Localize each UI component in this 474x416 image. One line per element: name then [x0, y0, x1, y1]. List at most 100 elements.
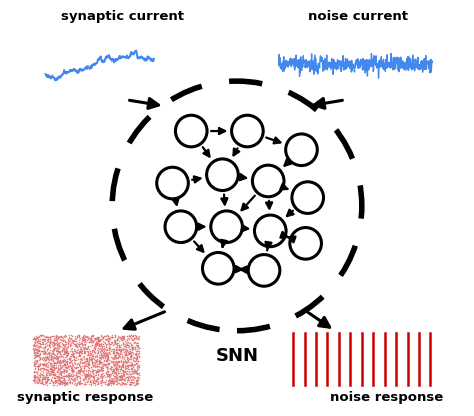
Point: [66, 356, 73, 362]
Point: [48, 333, 55, 340]
Point: [108, 348, 115, 355]
Point: [47, 361, 55, 367]
Point: [62, 367, 69, 374]
Point: [94, 372, 102, 379]
Point: [97, 354, 105, 360]
Point: [59, 345, 67, 352]
Point: [30, 343, 38, 349]
Point: [113, 342, 120, 348]
Point: [34, 335, 42, 342]
Point: [64, 374, 72, 380]
Point: [76, 344, 84, 351]
Point: [109, 367, 116, 374]
Point: [135, 357, 142, 364]
Point: [42, 334, 49, 340]
Point: [76, 356, 84, 363]
Point: [43, 371, 50, 378]
Point: [129, 368, 137, 374]
Point: [35, 371, 42, 378]
Point: [103, 352, 110, 359]
Point: [120, 371, 128, 378]
Point: [65, 376, 73, 383]
Point: [118, 337, 125, 343]
Point: [47, 365, 55, 371]
Point: [59, 374, 66, 381]
Point: [135, 362, 143, 368]
Point: [99, 374, 106, 381]
Point: [130, 357, 137, 364]
Point: [42, 340, 49, 347]
Point: [109, 371, 117, 378]
Point: [63, 381, 71, 387]
Point: [111, 332, 118, 338]
Point: [126, 340, 133, 347]
Point: [100, 357, 108, 363]
Point: [119, 380, 127, 387]
Point: [118, 379, 126, 386]
Circle shape: [157, 167, 188, 199]
Point: [79, 348, 86, 354]
Point: [63, 380, 71, 386]
Point: [49, 354, 56, 360]
Point: [127, 381, 135, 387]
Point: [62, 347, 70, 353]
Point: [76, 358, 83, 365]
Point: [102, 344, 109, 350]
Point: [116, 370, 123, 376]
Point: [105, 359, 113, 366]
Point: [93, 364, 100, 371]
Point: [44, 372, 51, 379]
Point: [110, 359, 118, 365]
Point: [135, 379, 142, 386]
Point: [115, 369, 122, 376]
Point: [115, 353, 122, 359]
Point: [74, 379, 82, 386]
Point: [42, 367, 50, 374]
Point: [117, 348, 125, 354]
Point: [109, 358, 117, 365]
Point: [115, 367, 122, 374]
Point: [59, 363, 67, 369]
Point: [86, 351, 94, 358]
Point: [130, 373, 137, 380]
Point: [61, 377, 68, 384]
Point: [115, 373, 122, 380]
Point: [58, 362, 66, 368]
Point: [49, 378, 57, 385]
Point: [119, 359, 127, 365]
Point: [128, 352, 136, 359]
Point: [55, 366, 63, 372]
Point: [125, 350, 133, 357]
Circle shape: [255, 215, 286, 247]
Point: [46, 369, 54, 376]
Point: [131, 344, 138, 350]
Point: [46, 365, 54, 371]
Point: [119, 359, 127, 366]
Point: [118, 333, 126, 340]
Point: [41, 344, 48, 351]
Point: [96, 359, 104, 365]
Point: [111, 373, 119, 380]
Point: [32, 333, 40, 339]
Point: [47, 337, 55, 343]
Point: [86, 355, 94, 362]
Point: [113, 339, 120, 346]
Point: [63, 333, 70, 339]
Point: [109, 378, 116, 385]
Point: [124, 365, 131, 372]
Point: [51, 370, 58, 377]
Point: [40, 371, 47, 378]
Point: [52, 370, 59, 377]
Point: [130, 338, 137, 345]
Point: [84, 369, 91, 376]
Point: [83, 332, 91, 339]
Point: [84, 368, 91, 375]
Point: [73, 341, 80, 348]
Point: [64, 341, 72, 348]
Point: [84, 360, 92, 366]
Point: [91, 348, 99, 355]
Point: [127, 341, 135, 347]
Point: [106, 376, 113, 383]
Point: [120, 342, 128, 349]
Point: [91, 378, 99, 385]
